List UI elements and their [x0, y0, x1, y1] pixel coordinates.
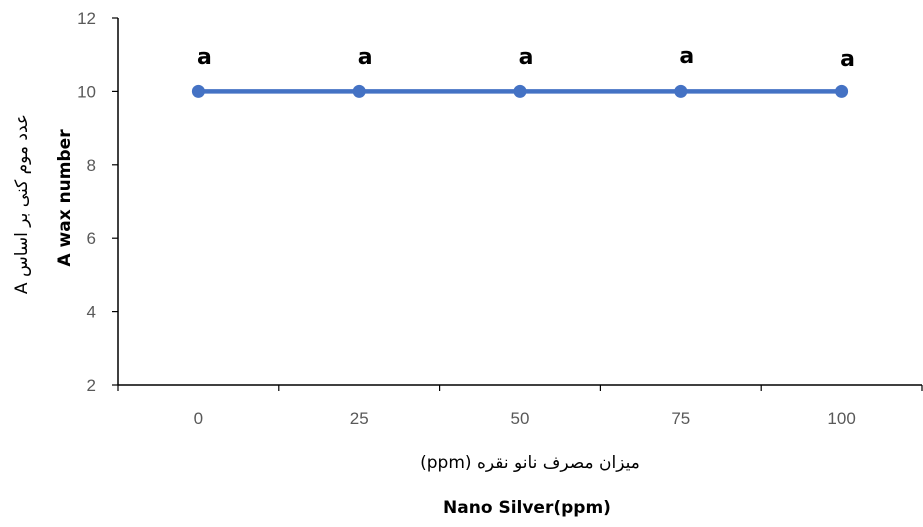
x-tick-label: 0	[194, 409, 203, 428]
significance-letter: a	[197, 45, 212, 70]
significance-letter: a	[840, 47, 855, 72]
x-tick-label: 100	[827, 409, 855, 428]
series-line	[191, 84, 849, 98]
data-point	[352, 84, 366, 98]
y-axis-title-english: A wax number	[55, 129, 75, 267]
x-tick-labels: 0 25 50 75 100	[194, 409, 856, 428]
x-axis-title-persian: میزان مصرف نانو نقره (ppm)	[420, 453, 640, 473]
x-tick-label: 50	[511, 409, 530, 428]
significance-letter: a	[519, 45, 534, 70]
y-tick-labels: 2 4 6 8 10 12	[77, 9, 96, 395]
y-axis-title-persian: عدد موم کنی بر اساس A	[12, 114, 32, 294]
data-point	[674, 84, 688, 98]
data-point	[835, 84, 849, 98]
significance-letter: a	[679, 44, 694, 69]
y-tick-label: 4	[87, 303, 96, 322]
y-tick-label: 8	[87, 156, 96, 175]
significance-letter: a	[358, 45, 373, 70]
x-tick-label: 75	[671, 409, 690, 428]
data-point	[513, 84, 527, 98]
y-tick-label: 6	[87, 229, 96, 248]
x-tick-label: 25	[350, 409, 369, 428]
y-tick-label: 12	[77, 9, 96, 28]
data-point	[191, 84, 205, 98]
axes	[112, 17, 923, 391]
y-tick-label: 2	[87, 376, 96, 395]
x-axis-title-english: Nano Silver(ppm)	[443, 498, 611, 518]
y-tick-label: 10	[77, 82, 96, 101]
